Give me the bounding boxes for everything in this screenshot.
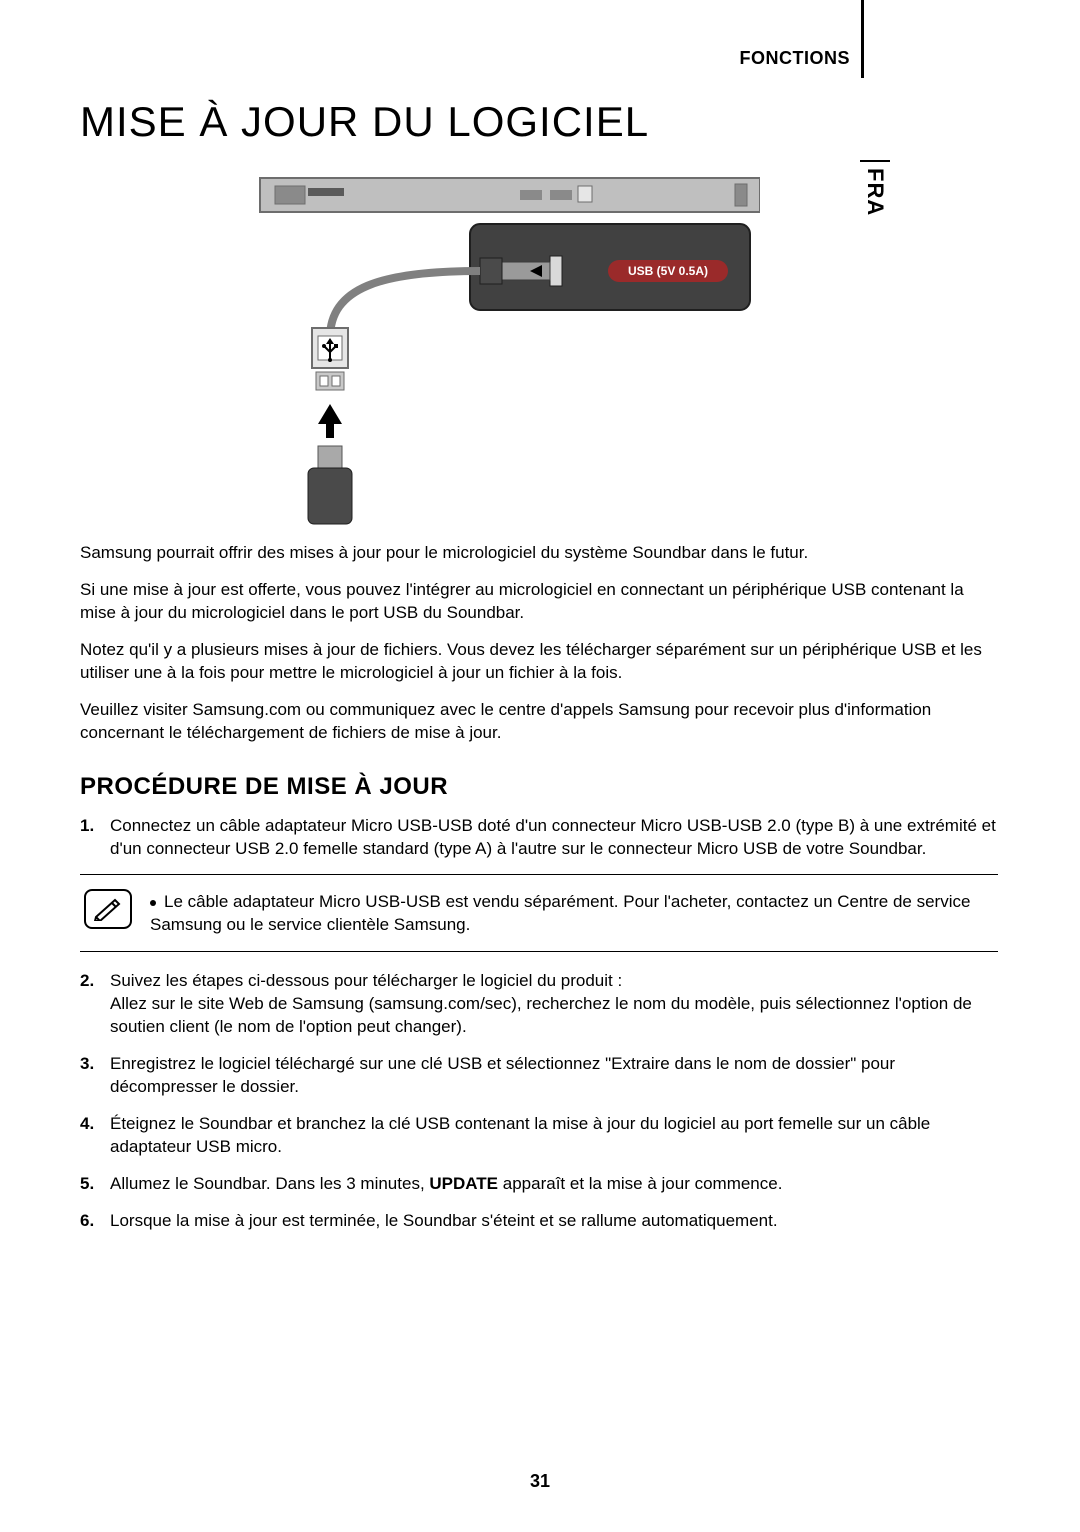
intro-p4: Veuillez visiter Samsung.com ou communiq… <box>80 699 998 745</box>
intro-p1: Samsung pourrait offrir des mises à jour… <box>80 542 998 565</box>
step-4: 4.Éteignez le Soundbar et branchez la cl… <box>104 1113 998 1159</box>
step-num: 1. <box>80 815 94 838</box>
language-tab: FRA <box>860 160 890 240</box>
step-text-pre: Allumez le Soundbar. Dans les 3 minutes, <box>110 1174 429 1193</box>
step-2: 2.Suivez les étapes ci-dessous pour télé… <box>104 970 998 1039</box>
procedure-list: 1. Connectez un câble adaptateur Micro US… <box>80 815 998 861</box>
step-num: 4. <box>80 1113 94 1136</box>
step-num: 2. <box>80 970 94 993</box>
step-text: Éteignez le Soundbar et branchez la clé … <box>110 1114 930 1156</box>
step-text: Enregistrez le logiciel téléchargé sur u… <box>110 1054 895 1096</box>
step-5: 5.Allumez le Soundbar. Dans les 3 minute… <box>104 1173 998 1196</box>
step-text-bold: UPDATE <box>429 1174 498 1193</box>
connection-diagram: USB (5V 0.5A) <box>180 168 760 528</box>
page-title: MISE À JOUR DU LOGICIEL <box>80 98 998 146</box>
section-header: FONCTIONS <box>740 48 851 69</box>
page: FONCTIONS FRA MISE À JOUR DU LOGICIEL US… <box>0 0 1080 1532</box>
step-text: Lorsque la mise à jour est terminée, le … <box>110 1211 778 1230</box>
note-box: Le câble adaptateur Micro USB-USB est ve… <box>80 874 998 952</box>
intro-p2: Si une mise à jour est offerte, vous pou… <box>80 579 998 625</box>
procedure-list-cont: 2. Suivez les étapes ci-dessous pour télé… <box>80 970 998 1232</box>
step-3: 3.Enregistrez le logiciel téléchargé sur… <box>104 1053 998 1099</box>
step-1: 1.Connectez un câble adaptateur Micro US… <box>104 815 998 861</box>
intro-p3: Notez qu'il y a plusieurs mises à jour d… <box>80 639 998 685</box>
step-text: Connectez un câble adaptateur Micro USB-… <box>110 816 996 858</box>
step-text-post: apparaît et la mise à jour commence. <box>498 1174 782 1193</box>
usb-label-text: USB (5V 0.5A) <box>628 264 708 278</box>
intro-block: Samsung pourrait offrir des mises à jour… <box>80 542 998 745</box>
note-content: Le câble adaptateur Micro USB-USB est ve… <box>150 892 970 934</box>
step-num: 5. <box>80 1173 94 1196</box>
top-rule <box>861 0 864 78</box>
step-num: 6. <box>80 1210 94 1233</box>
step-6: 6.Lorsque la mise à jour est terminée, l… <box>104 1210 998 1233</box>
bullet-icon <box>150 900 156 906</box>
note-text: Le câble adaptateur Micro USB-USB est ve… <box>150 889 998 937</box>
step-num: 3. <box>80 1053 94 1076</box>
language-tab-label: FRA <box>862 168 888 216</box>
procedure-subtitle: PROCÉDURE DE MISE À JOUR <box>80 773 998 801</box>
step-text: Suivez les étapes ci-dessous pour téléch… <box>110 971 972 1036</box>
pencil-note-icon <box>84 889 132 929</box>
page-number: 31 <box>0 1471 1080 1492</box>
